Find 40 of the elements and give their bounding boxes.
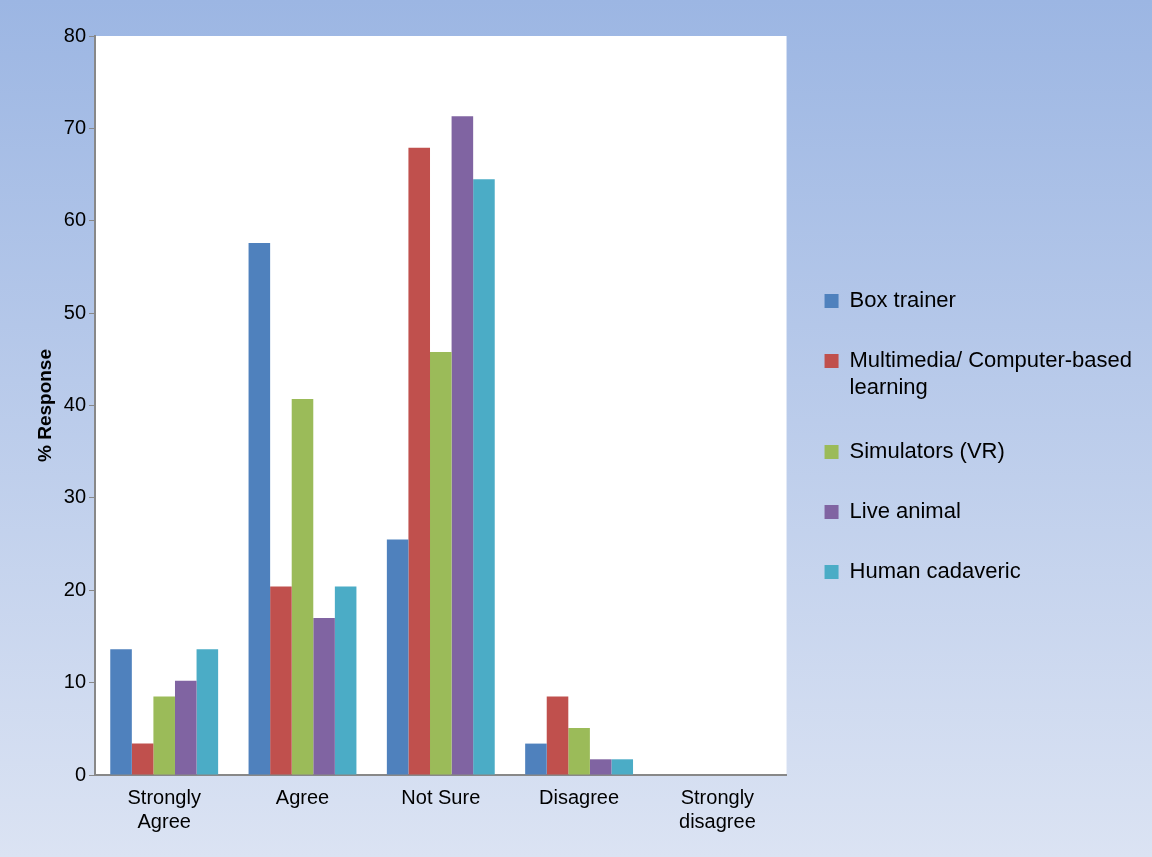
bar: [430, 351, 452, 775]
legend-label: Live animal: [849, 497, 961, 523]
y-tick-label: 50: [63, 300, 87, 323]
bar: [386, 539, 409, 775]
bar: [546, 696, 569, 775]
y-tick-label: 30: [63, 485, 87, 508]
y-tick-label: 80: [63, 23, 87, 46]
bar: [334, 586, 357, 775]
legend-label: Simulators (VR): [849, 437, 1005, 463]
x-tick-label: Agree: [275, 785, 330, 808]
bar: [568, 727, 590, 775]
bar: [110, 649, 132, 775]
bar: [291, 399, 314, 775]
bar: [589, 759, 612, 775]
bar: [174, 680, 197, 775]
y-tick-label: 70: [63, 115, 87, 138]
bar: [525, 743, 547, 775]
bar: [153, 696, 175, 775]
x-tick-label: Not Sure: [401, 785, 481, 808]
bar: [451, 116, 474, 775]
x-tick-label: Strongly Agree: [127, 785, 201, 832]
legend-label: Box trainer: [849, 287, 956, 313]
x-tick-label: Strongly disagree: [679, 785, 756, 832]
x-tick-label: Disagree: [539, 785, 620, 808]
y-tick-label: 60: [63, 208, 87, 231]
bar: [131, 743, 154, 775]
y-tick-label: 40: [63, 393, 87, 416]
bar: [313, 617, 335, 775]
bar: [408, 147, 431, 775]
y-tick-label: 10: [63, 670, 87, 693]
bar: [270, 586, 292, 775]
bar: [473, 179, 495, 775]
legend-label: Human cadaveric: [849, 557, 1021, 583]
bar: [196, 649, 219, 775]
legend-label: Multimedia/ Computer-based learning: [849, 347, 1133, 399]
y-tick-label: 0: [74, 762, 87, 785]
y-axis-title: % Response: [33, 349, 55, 462]
y-tick-label: 20: [63, 577, 87, 600]
bar: [248, 242, 271, 775]
bar: [611, 759, 634, 775]
